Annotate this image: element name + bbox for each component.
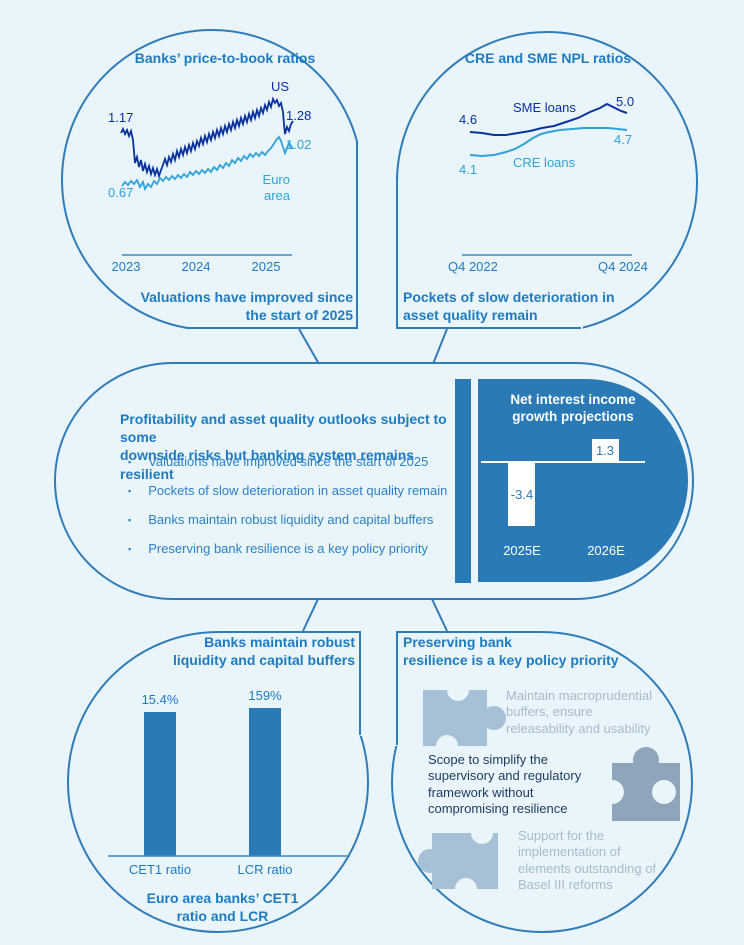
nii-2025e-label: 2025E (503, 543, 541, 558)
center-heading: Profitability and asset quality outlooks… (120, 411, 447, 482)
nii-chart (481, 439, 645, 526)
euro-start-value: 0.67 (108, 185, 134, 200)
sme-end-value: 5.0 (616, 94, 635, 109)
sme-start-value: 4.6 (459, 112, 478, 127)
cre-loans-line (469, 127, 628, 158)
policy-item-3: Support for the implementation of elemen… (518, 828, 657, 892)
connector-bottom-left (302, 598, 319, 632)
connector-top-left (298, 328, 320, 365)
cet1-label: CET1 ratio (128, 862, 192, 877)
cre-end-value: 4.7 (614, 132, 633, 147)
nii-2026e-label: 2026E (587, 543, 625, 558)
bullet-marker: ▪ (128, 486, 132, 496)
bullet-marker: ▪ (128, 515, 132, 525)
center-separator-bar (455, 379, 471, 583)
ptb-tick-2023: 2023 (111, 259, 141, 274)
price-to-book-chart (120, 96, 294, 256)
bullet-item: ▪ Pockets of slow deterioration in asset … (128, 483, 448, 499)
us-series-label: US (271, 79, 290, 94)
nii-panel-title: Net interest income growth projections (510, 392, 636, 424)
npl-tick-left: Q4 2022 (448, 259, 498, 274)
bullet-item: ▪ Preserving bank resilience is a key pol… (128, 541, 448, 557)
euro-end-value: 1.02 (286, 137, 312, 152)
nii-2026e-value: 1.3 (595, 443, 615, 458)
bullet-item: ▪ Banks maintain robust liquidity and cap… (128, 512, 448, 528)
bar-cet1 (144, 712, 176, 856)
nii-2025e-value: -3.4 (510, 487, 534, 502)
sme-loans-line (469, 102, 628, 136)
capital-chart (108, 708, 350, 857)
bullet-text: Preserving bank resilience is a key poli… (148, 541, 428, 556)
puzzle-icon-1 (423, 679, 506, 757)
npl-caption: Pockets of slow deterioration in asset q… (403, 289, 615, 323)
capital-caption: Euro area banks’ CET1 ratio and LCR (146, 890, 299, 924)
policy-item-2: Scope to simplify the supervisory and re… (428, 752, 582, 816)
center-bullet-list: ▪ Valuations have improved since the star… (128, 454, 448, 557)
bullet-marker: ▪ (128, 544, 132, 554)
ptb-title: Banks’ price-to-book ratios (134, 50, 316, 66)
connector-bottom-right (431, 598, 448, 632)
bullet-text: Pockets of slow deterioration in asset q… (148, 483, 448, 498)
policy-title: Preserving bank resilience is a key poli… (403, 634, 619, 668)
cet1-value: 15.4% (141, 692, 179, 707)
bar-2026e (592, 439, 619, 462)
capital-title: Banks maintain robust liquidity and capi… (172, 634, 355, 668)
puzzle-icon-3 (418, 822, 498, 900)
ptb-tick-2025: 2025 (251, 259, 281, 274)
npl-title: CRE and SME NPL ratios (464, 50, 632, 66)
policy-item-1: Maintain macroprudential buffers, ensure… (506, 688, 652, 736)
bullet-item: ▪ Valuations have improved since the star… (128, 454, 448, 470)
ptb-tick-2024: 2024 (181, 259, 211, 274)
sme-series-label: SME loans (513, 100, 576, 115)
npl-chart (462, 102, 632, 256)
bar-lcr (249, 708, 281, 856)
cre-start-value: 4.1 (459, 162, 478, 177)
puzzle-icon-2 (600, 747, 680, 821)
nii-panel (478, 379, 688, 582)
bullet-marker: ▪ (128, 457, 132, 467)
bar-2025e (508, 462, 535, 526)
euro-area-line (121, 135, 294, 192)
lcr-label: LCR ratio (237, 862, 293, 877)
cre-series-label: CRE loans (513, 155, 576, 170)
us-start-value: 1.17 (108, 110, 134, 125)
euro-series-label: Euro area (262, 172, 290, 204)
bullet-text: Banks maintain robust liquidity and capi… (148, 512, 434, 527)
center-stadium-outline (54, 362, 694, 600)
npl-tick-right: Q4 2024 (598, 259, 648, 274)
lcr-value: 159% (248, 688, 282, 703)
connector-top-right (432, 328, 448, 365)
ptb-caption: Valuations have improved since the start… (140, 289, 353, 323)
bullet-text: Valuations have improved since the start… (148, 454, 429, 469)
us-end-value: 1.28 (286, 108, 312, 123)
us-line (120, 96, 294, 180)
